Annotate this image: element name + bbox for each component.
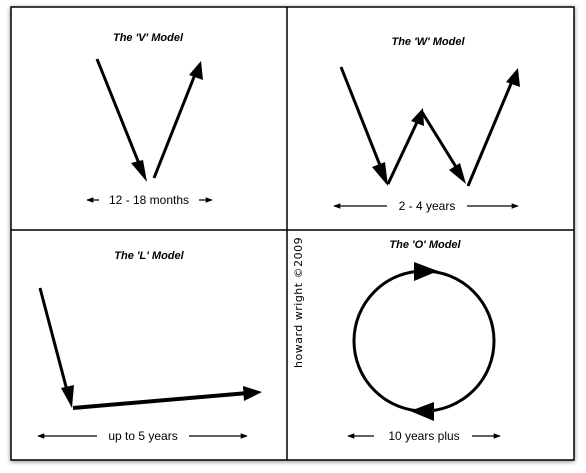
o-model-title: The 'O' Model [389, 239, 461, 251]
w-model-down-arrowhead-1 [372, 162, 388, 186]
v-model-title: The 'V' Model [113, 32, 184, 44]
l-model-flat-arrowhead [243, 386, 262, 401]
w-model-range-bg [387, 198, 467, 214]
o-model-panel: The 'O' Model 10 years plus [347, 239, 501, 444]
l-model-down-arrow [38, 287, 71, 399]
w-model-down-arrow-2 [420, 111, 463, 176]
l-model-panel: The 'L' Model up to 5 years [37, 250, 262, 444]
o-model-range-bg [374, 428, 472, 444]
l-model-range: up to 5 years [108, 429, 177, 443]
diagram-frame [10, 6, 575, 461]
v-model-range: 12 - 18 months [109, 193, 189, 207]
v-model-up-arrow [152, 71, 198, 179]
w-model-up-arrow-1 [386, 117, 421, 185]
v-model-up-arrowhead [189, 61, 203, 80]
o-model-top-arrowhead [414, 262, 438, 281]
v-model-down-arrow [95, 58, 146, 177]
w-model-down-arrow-1 [339, 66, 387, 179]
v-model-range-bg [99, 192, 199, 208]
w-model-down-arrowhead-2 [449, 163, 466, 184]
o-model-range: 10 years plus [388, 429, 459, 443]
l-model-range-bg [97, 428, 189, 444]
v-model-down-arrowhead [131, 160, 147, 182]
w-model-up-arrow-2 [466, 78, 515, 187]
w-model-up-arrowhead-1 [411, 108, 424, 126]
w-model-up-arrowhead-2 [506, 68, 520, 87]
author-signature: howard wright ©2009 [292, 237, 305, 368]
l-model-title: The 'L' Model [114, 250, 184, 262]
l-model-flat-arrow [72, 391, 249, 410]
w-model-panel: The 'W' Model 2 - 4 years [333, 36, 520, 214]
w-model-title: The 'W' Model [391, 36, 465, 48]
w-model-range: 2 - 4 years [399, 199, 456, 213]
v-model-panel: The 'V' Model 12 - 18 months [86, 32, 213, 208]
l-model-down-arrowhead [61, 385, 74, 408]
o-model-bottom-arrowhead [410, 402, 434, 421]
